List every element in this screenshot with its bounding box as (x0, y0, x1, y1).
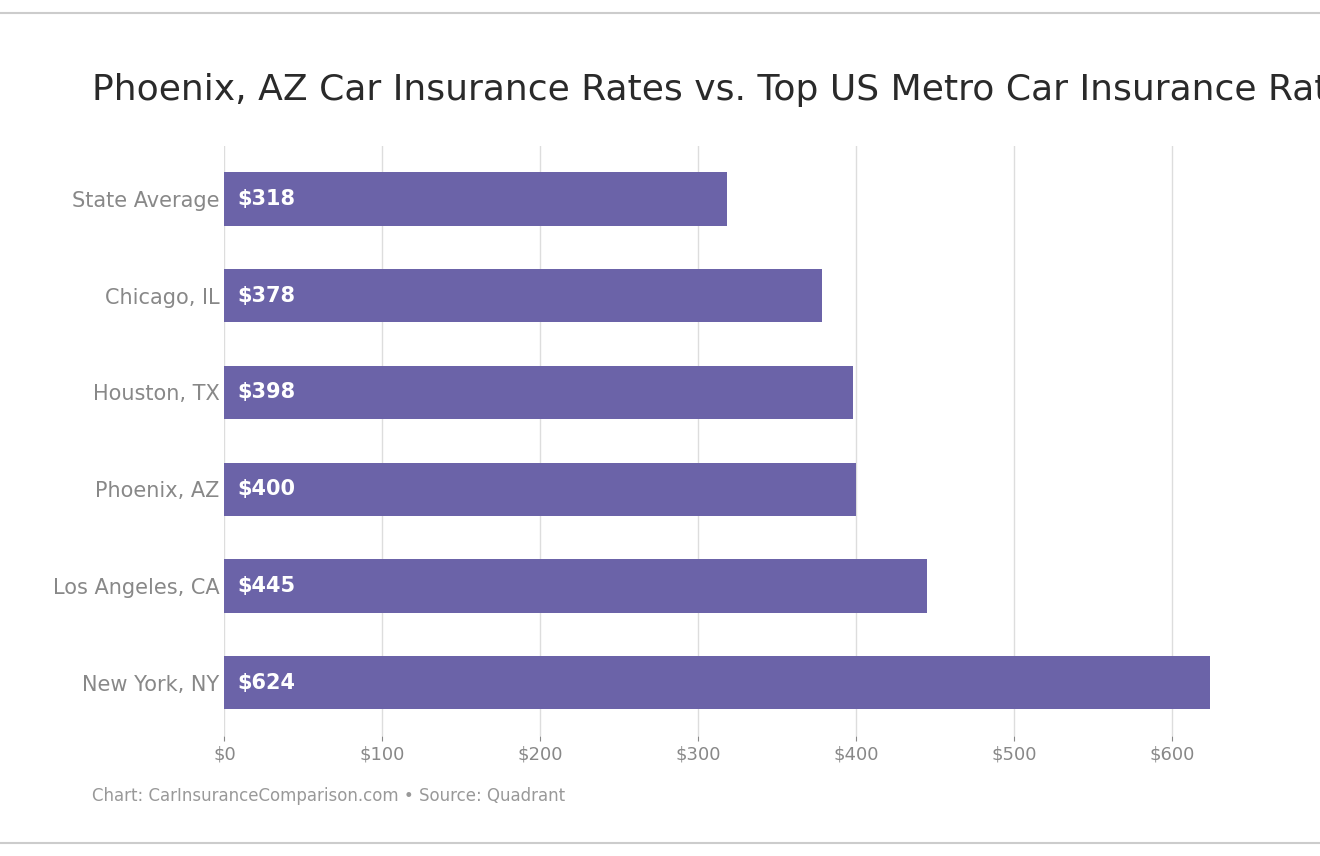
Text: $398: $398 (238, 383, 296, 402)
Text: $445: $445 (238, 576, 296, 596)
Text: Chart: CarInsuranceComparison.com • Source: Quadrant: Chart: CarInsuranceComparison.com • Sour… (92, 787, 565, 805)
Bar (224, 366, 853, 419)
Bar (224, 656, 1210, 710)
Bar (224, 462, 857, 516)
Text: $378: $378 (238, 286, 296, 306)
Bar (224, 269, 821, 323)
Text: Phoenix, AZ Car Insurance Rates vs. Top US Metro Car Insurance Rates: Phoenix, AZ Car Insurance Rates vs. Top … (92, 73, 1320, 107)
Bar (224, 172, 727, 226)
Text: $400: $400 (238, 479, 296, 499)
Text: $624: $624 (238, 673, 296, 693)
Bar (224, 559, 928, 613)
Text: $318: $318 (238, 189, 296, 209)
